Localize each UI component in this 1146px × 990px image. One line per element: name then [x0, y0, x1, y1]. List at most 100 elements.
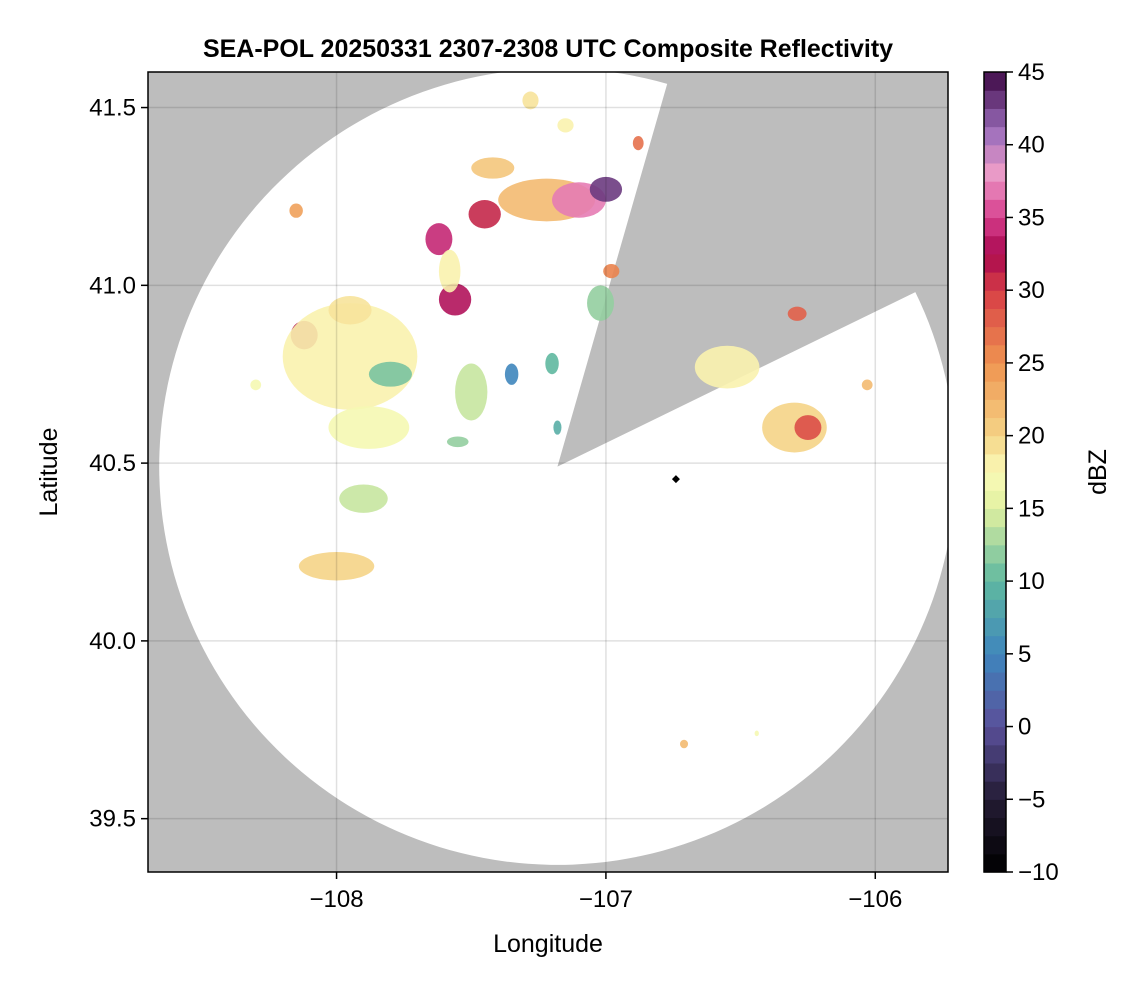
colorbar-tick-label: 40: [1018, 132, 1045, 159]
colorbar-bin: [984, 381, 1006, 400]
colorbar-bin: [984, 126, 1006, 146]
colorbar-bin: [984, 326, 1006, 346]
echo-cell-nw-peak: [589, 176, 623, 202]
echo-cell-center-c: [545, 352, 559, 375]
colorbar-bin: [984, 453, 1006, 473]
colorbar-bin: [984, 417, 1006, 437]
echo-cell-e-d: [787, 306, 807, 321]
echo-cell-west-green: [368, 361, 412, 387]
colorbar-bin: [984, 344, 1006, 364]
colorbar-bin: [984, 272, 1006, 291]
colorbar-bin: [984, 690, 1006, 709]
colorbar-tick-label: 25: [1018, 350, 1045, 377]
echo-cell-nw-west: [468, 200, 501, 229]
colorbar-bin: [984, 817, 1006, 837]
colorbar-tick-label: 20: [1018, 423, 1045, 450]
y-tick-label: 40.0: [89, 628, 136, 655]
colorbar-bin: [984, 762, 1006, 782]
colorbar-tick-label: 5: [1018, 641, 1031, 668]
y-tick-label: 39.5: [89, 806, 136, 833]
colorbar-bin: [984, 726, 1006, 746]
colorbar-bin: [984, 362, 1006, 382]
y-tick-label: 41.0: [89, 272, 136, 299]
colorbar-bin: [984, 835, 1006, 855]
colorbar-tick-label: 30: [1018, 277, 1045, 304]
colorbar-label: dBZ: [1084, 449, 1112, 495]
chart-title: SEA-POL 20250331 2307-2308 UTC Composite…: [203, 35, 893, 63]
colorbar-bin: [984, 581, 1006, 600]
echo-cell-e-c: [794, 415, 822, 440]
y-tick-label: 40.5: [89, 450, 136, 477]
radar-coverage-area: [159, 72, 948, 865]
colorbar-bin: [984, 744, 1006, 764]
colorbar-bin: [984, 599, 1006, 619]
colorbar-bin: [984, 217, 1006, 237]
map-panel: [148, 72, 948, 872]
colorbar-tick-label: 10: [1018, 568, 1045, 595]
colorbar-bin: [984, 508, 1006, 528]
colorbar-bin: [984, 635, 1006, 655]
colorbar-bin: [984, 399, 1006, 419]
y-axis-ticks: 39.5 40.0 40.5 41.0 41.5: [89, 95, 148, 833]
echo-cell-nw-north: [471, 157, 515, 179]
x-axis-ticks: −108 −107 −106: [310, 872, 902, 913]
y-tick-label: 41.5: [89, 95, 136, 122]
colorbar-bin: [984, 108, 1006, 128]
colorbar-bin: [984, 90, 1006, 109]
reflectivity-echoes: [250, 91, 873, 749]
colorbar-bin: [984, 526, 1006, 546]
echo-cell-sw-c: [250, 379, 262, 391]
colorbar-bin: [984, 199, 1006, 219]
echo-cell-s-a: [679, 739, 689, 749]
colorbar-tick-label: −5: [1018, 786, 1045, 813]
echo-cell-sw-b: [298, 552, 375, 581]
colorbar-bin: [984, 253, 1006, 273]
echo-cell-e-b: [762, 402, 827, 453]
colorbar: [984, 72, 1006, 873]
colorbar-ticks: −10 −5 0 5 10 15 20 25 30 35 40 45: [1006, 59, 1059, 886]
echo-cell-center-g: [446, 436, 469, 448]
colorbar-bin: [984, 544, 1006, 564]
colorbar-bin: [984, 181, 1006, 200]
colorbar-bin: [984, 562, 1006, 582]
colorbar-bin: [984, 490, 1006, 509]
colorbar-bin: [984, 308, 1006, 328]
colorbar-tick-label: 35: [1018, 204, 1045, 231]
colorbar-bin: [984, 235, 1006, 255]
echo-cell-north-3: [632, 136, 644, 151]
x-tick-label: −107: [579, 886, 633, 913]
plot-frame: [147, 71, 949, 873]
map-gridlines: [148, 72, 948, 872]
colorbar-bin: [984, 144, 1006, 164]
colorbar-bin: [984, 853, 1006, 873]
echo-cell-mid-c: [438, 249, 461, 293]
echo-cell-center-f: [553, 420, 562, 435]
echo-cell-s-b: [754, 730, 759, 737]
colorbar-bin: [984, 617, 1006, 637]
colorbar-tick-label: 15: [1018, 495, 1045, 522]
colorbar-bin: [984, 472, 1006, 491]
y-axis-label: Latitude: [35, 428, 63, 517]
echo-cell-center-e: [603, 264, 620, 279]
x-tick-label: −108: [310, 886, 364, 913]
echo-cell-center-d: [587, 285, 614, 321]
colorbar-bin: [984, 708, 1006, 728]
echo-cell-e-e: [861, 379, 873, 391]
colorbar-bin: [984, 162, 1006, 182]
x-axis-label: Longitude: [493, 930, 603, 958]
echo-cell-e-a: [694, 345, 760, 389]
colorbar-bin: [984, 653, 1006, 673]
echo-cell-west-south: [328, 406, 410, 449]
colorbar-bin: [984, 781, 1006, 800]
location-marker-icon: [671, 475, 680, 484]
colorbar-tick-label: −10: [1018, 859, 1059, 886]
echo-cell-north-tip: [522, 91, 539, 110]
colorbar-bin: [984, 672, 1006, 691]
echo-cell-center-a: [455, 363, 488, 421]
echo-cell-far-nw: [289, 203, 303, 218]
echo-cell-west-arc: [328, 296, 372, 325]
x-tick-label: −106: [848, 886, 902, 913]
echo-cell-center-b: [504, 363, 519, 385]
echo-cell-north-2: [557, 118, 574, 133]
